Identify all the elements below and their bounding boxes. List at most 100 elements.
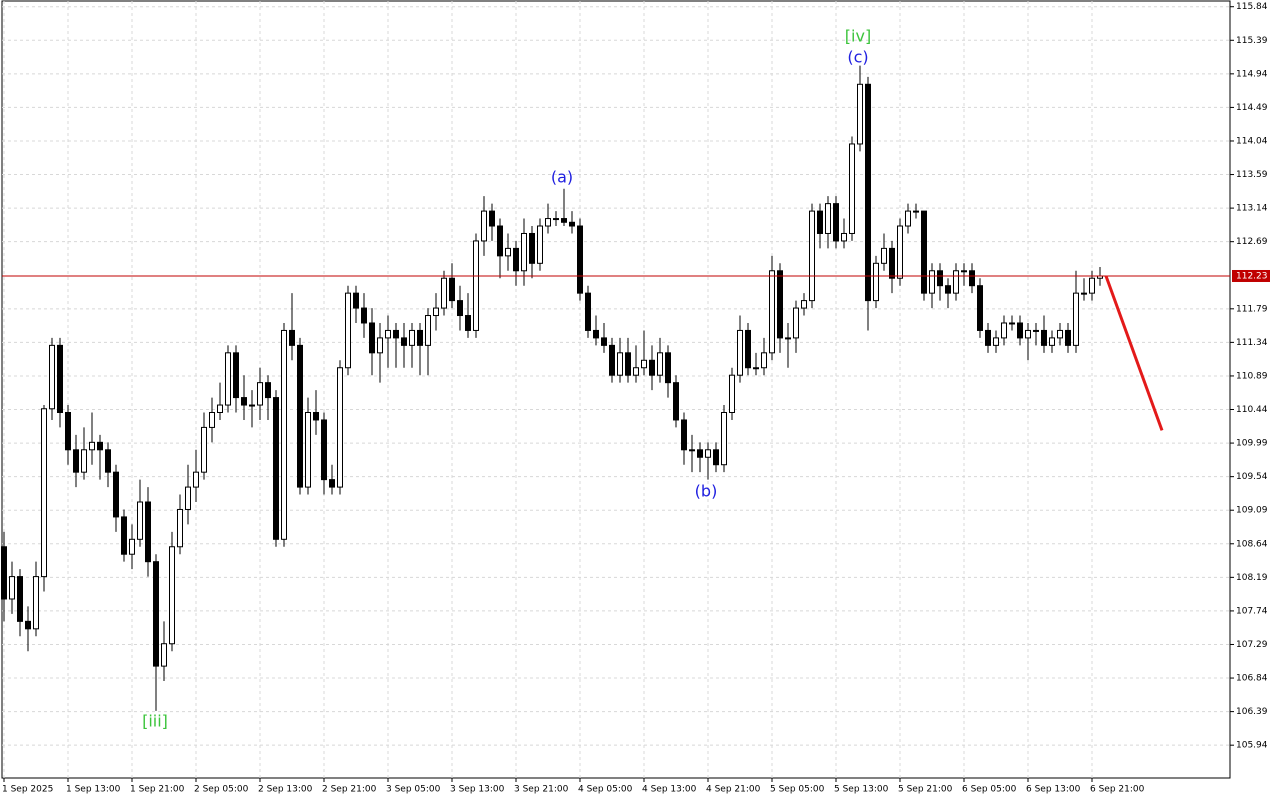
candle-body	[273, 397, 279, 540]
candle-body	[1001, 322, 1007, 339]
x-tick-label: 5 Sep 05:00	[770, 785, 825, 795]
y-tick-label: 107.74	[1236, 606, 1268, 616]
candle-body	[577, 225, 583, 294]
candle-body	[809, 210, 815, 302]
candle-body	[705, 449, 711, 458]
candle-body	[849, 143, 855, 234]
candle-body	[1057, 329, 1063, 339]
candle-body	[457, 300, 463, 317]
candle-body	[33, 576, 39, 630]
x-tick-label: 4 Sep 13:00	[642, 785, 697, 795]
wave-label: [iii]	[142, 712, 168, 731]
candle-body	[785, 337, 791, 340]
candle-body	[969, 270, 975, 287]
candle-body	[473, 240, 479, 331]
x-tick-label: 6 Sep 21:00	[1090, 785, 1145, 795]
candle-body	[1009, 322, 1015, 325]
candle-body	[441, 277, 447, 309]
candle-body	[337, 367, 343, 488]
candle-body	[57, 344, 63, 413]
x-tick-label: 3 Sep 05:00	[386, 785, 441, 795]
candle-body	[297, 344, 303, 488]
candle-body	[529, 232, 535, 264]
y-tick-label: 109.54	[1236, 472, 1268, 482]
y-tick-label: 108.19	[1236, 573, 1268, 583]
candle-body	[721, 411, 727, 466]
x-tick-label: 6 Sep 05:00	[962, 785, 1017, 795]
candle-body	[225, 352, 231, 406]
candle-body	[121, 516, 127, 555]
candle-body	[873, 262, 879, 302]
candle-body	[89, 441, 95, 451]
candle-body	[361, 307, 367, 324]
candle-body	[633, 367, 639, 376]
x-tick-label: 1 Sep 13:00	[66, 785, 121, 795]
candle-body	[569, 221, 575, 227]
y-tick-label: 112.69	[1236, 237, 1268, 247]
candle-body	[833, 203, 839, 242]
y-tick-label: 108.64	[1236, 539, 1268, 549]
candle-body	[9, 576, 15, 600]
candle-body	[1, 546, 7, 600]
candle-body	[977, 285, 983, 331]
candle-body	[153, 561, 159, 667]
candle-body	[697, 449, 703, 458]
candle-body	[353, 292, 359, 309]
candle-body	[1025, 329, 1031, 339]
candle-body	[313, 411, 319, 421]
candle-body	[305, 411, 311, 488]
candle-body	[681, 419, 687, 451]
x-tick-label: 4 Sep 05:00	[578, 785, 633, 795]
y-tick-label: 107.29	[1236, 640, 1268, 650]
candle-body	[105, 449, 111, 473]
candle-body	[713, 449, 719, 466]
candle-body	[865, 83, 871, 302]
candle-body	[489, 210, 495, 227]
candle-body	[753, 367, 759, 370]
forecast-line	[1104, 275, 1164, 431]
y-tick-label: 110.44	[1236, 405, 1268, 415]
candle-body	[385, 329, 391, 339]
candle-body	[417, 329, 423, 346]
x-tick-label: 2 Sep 13:00	[258, 785, 313, 795]
wave-label: (c)	[847, 48, 868, 67]
candle-body	[449, 277, 455, 302]
candle-body	[41, 408, 47, 578]
candle-body	[481, 210, 487, 242]
candle-body	[25, 620, 31, 630]
candle-body	[1065, 329, 1071, 346]
candle-body	[665, 352, 671, 384]
candle-body	[465, 315, 471, 331]
candle-body	[857, 83, 863, 145]
candle-body	[345, 292, 351, 369]
candle-body	[193, 471, 199, 488]
candle-body	[321, 419, 327, 481]
candle-body	[993, 337, 999, 346]
candle-body	[953, 270, 959, 294]
candle-body	[897, 225, 903, 279]
candle-body	[929, 270, 935, 294]
candle-body	[1033, 329, 1039, 332]
candle-body	[889, 247, 895, 279]
x-tick-label: 6 Sep 13:00	[1026, 785, 1081, 795]
candle-body	[281, 329, 287, 540]
y-tick-label: 111.34	[1236, 338, 1268, 348]
candle-body	[825, 203, 831, 234]
candle-body	[161, 643, 167, 667]
candle-body	[97, 441, 103, 451]
candle-body	[113, 471, 119, 518]
candle-body	[745, 329, 751, 369]
candle-body	[937, 270, 943, 287]
candle-body	[1081, 292, 1087, 295]
candle-body	[657, 352, 663, 376]
y-tick-label: 114.49	[1236, 103, 1268, 113]
candle-body	[921, 210, 927, 294]
candle-body	[257, 382, 263, 406]
candle-body	[1049, 337, 1055, 346]
x-tick-label: 2 Sep 21:00	[322, 785, 377, 795]
plot-frame	[1, 0, 1231, 779]
candle-body	[65, 411, 71, 451]
x-tick-label: 1 Sep 21:00	[130, 785, 185, 795]
